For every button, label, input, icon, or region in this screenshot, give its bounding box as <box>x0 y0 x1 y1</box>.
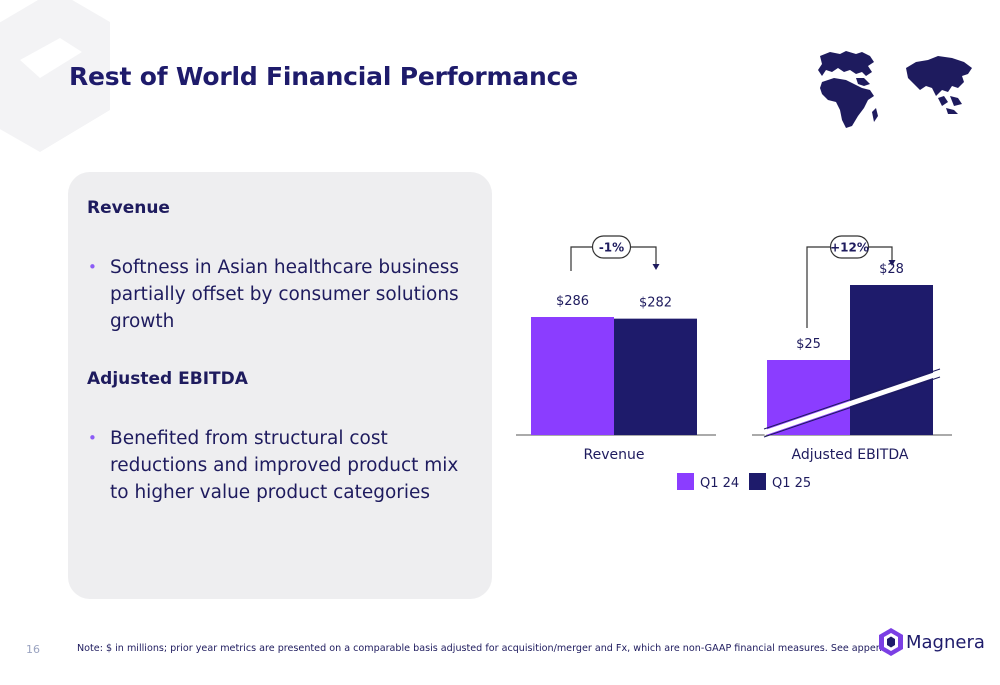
data-label: $25 <box>796 337 821 352</box>
ebitda-bullet: • Benefited from structural cost reducti… <box>88 425 478 506</box>
footer-note: Note: $ in millions; prior year metrics … <box>77 643 900 654</box>
magnera-logo-icon <box>879 628 903 656</box>
bar-q1-24-1 <box>767 360 850 435</box>
bar-q1-25-0 <box>614 318 697 435</box>
world-map-asia-icon <box>906 56 972 114</box>
page-title: Rest of World Financial Performance <box>69 62 578 91</box>
data-label: $282 <box>639 296 672 311</box>
ebitda-bullet-text: Benefited from structural cost reduction… <box>110 428 459 503</box>
legend-label: Q1 24 <box>700 476 739 491</box>
category-label: Revenue <box>584 447 645 463</box>
background-shape <box>0 0 110 152</box>
legend-label: Q1 25 <box>772 476 811 491</box>
revenue-bullet-text: Softness in Asian healthcare business pa… <box>110 257 460 332</box>
axis-break-line <box>763 368 941 430</box>
ebitda-heading: Adjusted EBITDA <box>87 369 248 389</box>
bar-q1-24-0 <box>531 317 614 435</box>
world-map-africa-icon <box>818 51 878 128</box>
change-label: +12% <box>830 241 869 255</box>
revenue-bullet: • Softness in Asian healthcare business … <box>88 254 478 335</box>
change-badge <box>829 235 870 259</box>
data-label: $286 <box>556 294 589 309</box>
data-label: $28 <box>879 262 904 277</box>
change-label: -1% <box>599 241 624 255</box>
axis-break-line <box>763 376 941 438</box>
arrow-down-icon <box>888 260 896 266</box>
bullet-icon: • <box>88 258 97 276</box>
change-badge <box>591 235 632 259</box>
revenue-heading: Revenue <box>87 198 170 218</box>
bar-q1-25-1 <box>850 285 933 435</box>
axis-break-line <box>763 370 941 436</box>
bar-chart: $286 $282 Revenue -1% $25 $28 Adjusted EBITDA +… <box>516 235 952 491</box>
legend-swatch-1 <box>749 473 766 490</box>
arrow-down-icon <box>652 264 660 270</box>
bullet-icon: • <box>88 429 97 447</box>
brand-name: Magnera <box>906 632 985 653</box>
commentary-panel: Revenue • Softness in Asian healthcare b… <box>68 172 492 599</box>
page-number: 16 <box>26 643 40 656</box>
legend-swatch-0 <box>677 473 694 490</box>
category-label: Adjusted EBITDA <box>792 447 909 463</box>
